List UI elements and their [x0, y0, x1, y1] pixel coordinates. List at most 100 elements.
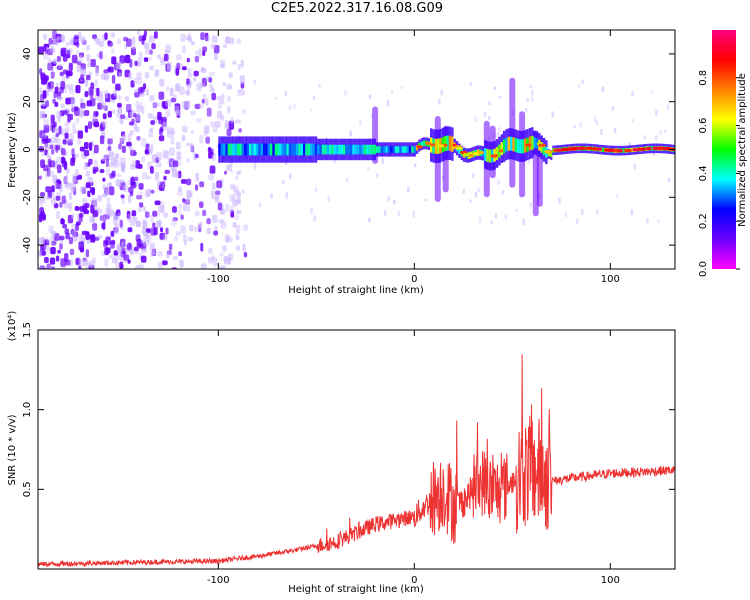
spectrogram-noise-cell [206, 75, 211, 82]
spectrogram-band-inner [352, 144, 355, 155]
spectrogram-noise-cell [51, 170, 55, 178]
spectrogram-noise-cell [48, 81, 54, 89]
spectrogram-noise-cell [102, 122, 106, 128]
spectrogram-noise-cell [120, 194, 125, 199]
chart-title: C2E5.2022.317.16.08.G09 [270, 1, 444, 16]
spectrogram-noise-cell [209, 165, 216, 174]
spectrogram-noise-cell [124, 115, 129, 121]
spectrogram-noise-cell [56, 110, 62, 119]
spectrogram-noise-cell [232, 196, 236, 200]
spectrogram-band-inner [404, 146, 407, 153]
spectrogram-noise-cell [39, 110, 46, 119]
spectrogram-noise-cell [107, 182, 113, 187]
spectrogram-noise-cell [50, 136, 55, 144]
spectrogram-x-axis-label: Height of straight line (km) [288, 285, 424, 296]
spectrogram-noise-cell [581, 79, 584, 85]
spectrogram-band-inner [411, 146, 414, 153]
spectrogram-band-inner [241, 143, 245, 156]
spectrogram-noise-cell [47, 57, 51, 63]
spectrogram-noise-cell [531, 96, 534, 102]
spectrogram-noise-cell [75, 85, 81, 94]
spectrogram-band-inner [277, 143, 280, 156]
spectrogram-noise-cell [387, 196, 390, 202]
spectrogram-noise-cell [80, 102, 86, 109]
spectrogram-noise-cell [232, 60, 237, 65]
spectrogram-noise-cell [199, 134, 204, 144]
spectrogram-noise-cell [224, 36, 230, 44]
spectrogram-band-inner [317, 144, 320, 155]
spectrogram-noise-cell [253, 162, 257, 170]
spectrogram-noise-cell [88, 71, 93, 76]
spectrogram-noise-cell [165, 44, 172, 53]
spectrogram-band-inner [514, 138, 518, 153]
spectrogram-band-inner [502, 139, 506, 154]
spectrogram-band-inner [312, 143, 315, 156]
spectrogram-noise-cell [156, 151, 162, 161]
spectrogram-noise-cell [174, 106, 180, 114]
spectrogram-noise-cell [57, 164, 62, 174]
spectrogram-band-inner [390, 146, 393, 153]
spectrogram-band-inner [321, 144, 325, 155]
spectrogram-noise-cell [50, 71, 55, 79]
spectrogram-noise-cell [50, 197, 57, 205]
spectrogram-noise-cell [501, 190, 505, 195]
spectrogram-band-inner [270, 143, 273, 156]
spectrogram-noise-cell [212, 127, 218, 133]
spectrogram-noise-cell [194, 226, 198, 233]
spectrogram-noise-cell [391, 90, 394, 95]
spectrogram-band-inner [310, 143, 313, 156]
spectrogram-noise-cell [166, 127, 172, 135]
spectrogram-noise-cell [616, 193, 619, 199]
spectrogram-noise-cell [229, 194, 235, 202]
spectrogram-noise-cell [208, 247, 213, 255]
spectrogram-noise-cell [194, 210, 200, 217]
spectrogram-band-inner [272, 143, 275, 156]
spectrogram-noise-cell [120, 114, 126, 119]
spectrogram-noise-cell [187, 67, 192, 74]
snr-y-axis-label: SNR (10 * v/v) [7, 414, 18, 485]
spectrogram-noise-cell [190, 130, 195, 135]
spectrogram-noise-cell [113, 89, 117, 97]
spectrogram-noise-cell [134, 60, 138, 66]
spectrogram-noise-cell [238, 89, 241, 94]
spectrogram-band-inner [258, 143, 261, 156]
spectrogram-noise-cell [575, 218, 579, 225]
spectrogram-content [38, 30, 675, 269]
spectrogram-noise-cell [529, 84, 532, 89]
spectrogram-noise-cell [187, 205, 190, 212]
spectrogram-peak-cell [472, 152, 479, 156]
spectrogram-noise-cell [103, 239, 108, 248]
spectrogram-y-tick-label: 20 [22, 95, 33, 108]
spectrogram-noise-cell [78, 214, 83, 223]
spectrogram-noise-cell [57, 64, 62, 69]
spectrogram-band-inner [286, 143, 289, 156]
spectrogram-band-inner [265, 143, 268, 156]
spectrogram-noise-cell [179, 86, 185, 95]
spectrogram-noise-cell [46, 195, 50, 201]
spectrogram-noise-cell [110, 230, 115, 237]
spectrogram-noise-cell [220, 220, 227, 229]
spectrogram-band-inner [406, 146, 409, 153]
spectrogram-band-inner [303, 143, 306, 156]
spectrogram-noise-cell [162, 101, 168, 110]
spectrogram-noise-cell [86, 239, 92, 244]
spectrogram-noise-cell [52, 98, 56, 104]
spectrogram-noise-cell [159, 181, 163, 190]
spectrogram-noise-cell [157, 206, 164, 213]
spectrogram-noise-cell [133, 113, 137, 118]
spectrogram-noise-cell [152, 102, 156, 107]
spectrogram-noise-cell [84, 91, 89, 98]
spectrogram-noise-cell [110, 32, 115, 38]
spectrogram-noise-cell [121, 197, 125, 205]
spectrogram-peak-cell [646, 147, 652, 151]
spectrogram-peak-cell [429, 143, 436, 147]
spectrogram-noise-cell [226, 84, 232, 90]
spectrogram-noise-cell [149, 144, 154, 154]
spectrogram-band-inner [510, 136, 513, 151]
spectrogram-noise-cell [176, 151, 182, 160]
spectrogram-noise-cell [94, 144, 99, 154]
spectrogram-noise-cell [211, 35, 218, 43]
spectrogram-noise-cell [194, 153, 199, 159]
spectrogram-noise-cell [42, 251, 47, 256]
spectrogram-band-inner [319, 144, 322, 155]
